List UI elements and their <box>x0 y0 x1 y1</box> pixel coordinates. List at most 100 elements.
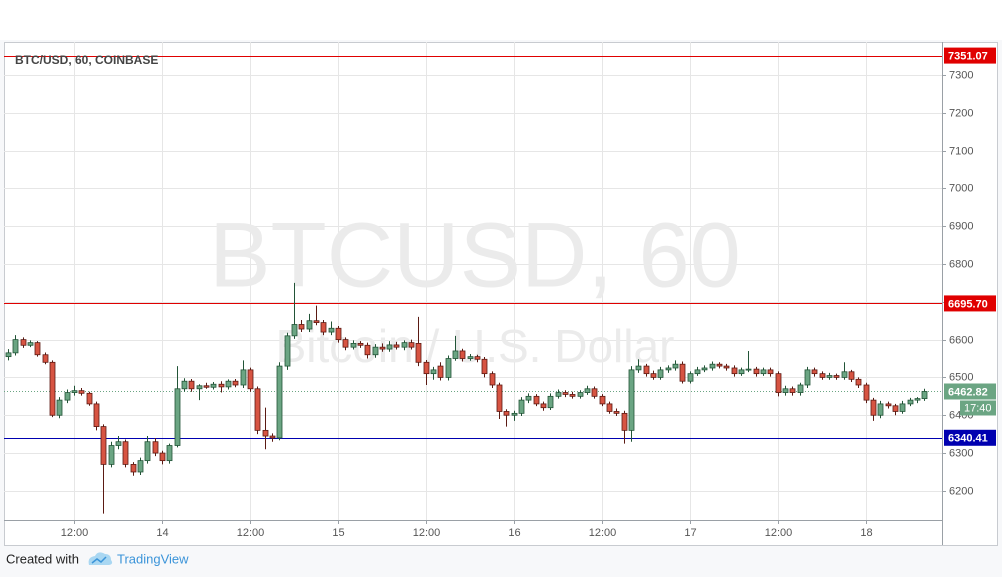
candle-body <box>782 388 789 393</box>
candle-body <box>115 441 122 446</box>
candle-body <box>313 320 320 323</box>
candles <box>5 282 928 514</box>
candle-body <box>481 358 488 375</box>
candle-body <box>108 445 115 465</box>
candle-body <box>797 384 804 393</box>
y-tick-label: 7000 <box>949 182 973 194</box>
candle-body <box>203 385 210 388</box>
candle-body <box>775 373 782 393</box>
candle-body <box>848 371 855 380</box>
candle-body <box>760 369 767 375</box>
countdown: 17:40 <box>964 402 992 414</box>
candle-body <box>723 365 730 369</box>
candle-body <box>687 373 694 382</box>
x-tick-label: 17 <box>684 527 696 539</box>
candle-body <box>93 403 100 427</box>
candle-body <box>731 367 738 375</box>
candle-body <box>467 356 474 359</box>
candle-body <box>489 373 496 386</box>
candle-body <box>584 388 591 393</box>
candle-body <box>738 369 745 375</box>
x-tick-label: 12:00 <box>765 527 793 539</box>
candle-body <box>328 327 335 333</box>
candle-body <box>503 411 510 416</box>
level-tag-label: 6695.70 <box>948 298 988 310</box>
candle-body <box>86 392 93 405</box>
candle-body <box>5 352 12 358</box>
candle-body <box>870 399 877 416</box>
candle-body <box>606 403 613 412</box>
candle-body <box>298 324 305 330</box>
candle-body <box>621 412 628 431</box>
watermark: BTCUSD, 60 <box>209 204 741 306</box>
candle-body <box>562 392 569 395</box>
candle-body <box>42 354 49 363</box>
candle-body <box>100 426 107 465</box>
candle-body <box>569 394 576 397</box>
candle-body <box>379 346 386 350</box>
candle-body <box>49 361 56 416</box>
candle-body <box>643 365 650 375</box>
candle-body <box>591 388 598 397</box>
candle-body <box>863 384 870 401</box>
candle-body <box>628 369 635 431</box>
level-tag-box <box>944 295 996 312</box>
candle-body <box>547 395 554 409</box>
x-tick-label: 12:00 <box>61 527 89 539</box>
candle-body <box>71 390 78 393</box>
candle-body <box>64 392 71 401</box>
candle-body <box>269 435 276 439</box>
candle-body <box>181 380 188 390</box>
candle-body <box>679 363 686 382</box>
candle-body <box>877 403 884 416</box>
candle-body <box>20 339 27 346</box>
y-tick-label: 6600 <box>949 334 973 346</box>
levels <box>4 56 942 439</box>
candle-body <box>342 339 349 348</box>
candle-body <box>511 412 518 416</box>
top-bar <box>0 0 1002 40</box>
x-tick-label: 12:00 <box>413 527 441 539</box>
candle-body <box>240 369 247 386</box>
y-tick-label: 6900 <box>949 220 973 232</box>
candle-body <box>12 339 19 354</box>
chart-title: BTC/USD, 60, COINBASE <box>15 53 158 67</box>
level-tag-label: 7351.07 <box>948 50 988 62</box>
candle-body <box>745 368 752 371</box>
candle-body <box>811 369 818 375</box>
candle-body <box>841 371 848 378</box>
candle-body <box>372 346 379 356</box>
y-tick-label: 6200 <box>949 485 973 497</box>
grid <box>4 42 942 520</box>
candle-body <box>27 342 34 346</box>
x-tick-label: 16 <box>508 527 520 539</box>
candle-body <box>350 342 357 348</box>
logo-line <box>91 556 107 564</box>
candle-body <box>122 441 129 465</box>
candle-body <box>196 385 203 390</box>
candle-body <box>921 391 928 400</box>
candle-body <box>284 335 291 367</box>
candle-body <box>767 369 774 375</box>
candle-body <box>650 373 657 378</box>
y-tick-label: 6800 <box>949 258 973 270</box>
candle-body <box>914 398 921 401</box>
level-tag-box <box>944 47 996 64</box>
candle-body <box>804 369 811 386</box>
x-tick-label: 14 <box>156 527 168 539</box>
candle-body <box>386 344 393 350</box>
candle-body <box>899 403 906 412</box>
x-tick-label: 12:00 <box>237 527 265 539</box>
candle-body <box>262 429 269 437</box>
candle-body <box>892 405 899 412</box>
level-tag-box <box>944 429 996 446</box>
candle-body <box>210 383 217 388</box>
brand[interactable]: TradingView <box>117 551 189 566</box>
candle-body <box>137 460 144 473</box>
candle-body <box>445 358 452 378</box>
candle-body <box>415 342 422 363</box>
candle-body <box>144 441 151 462</box>
candle-body <box>459 350 466 359</box>
candle-body <box>430 369 437 375</box>
